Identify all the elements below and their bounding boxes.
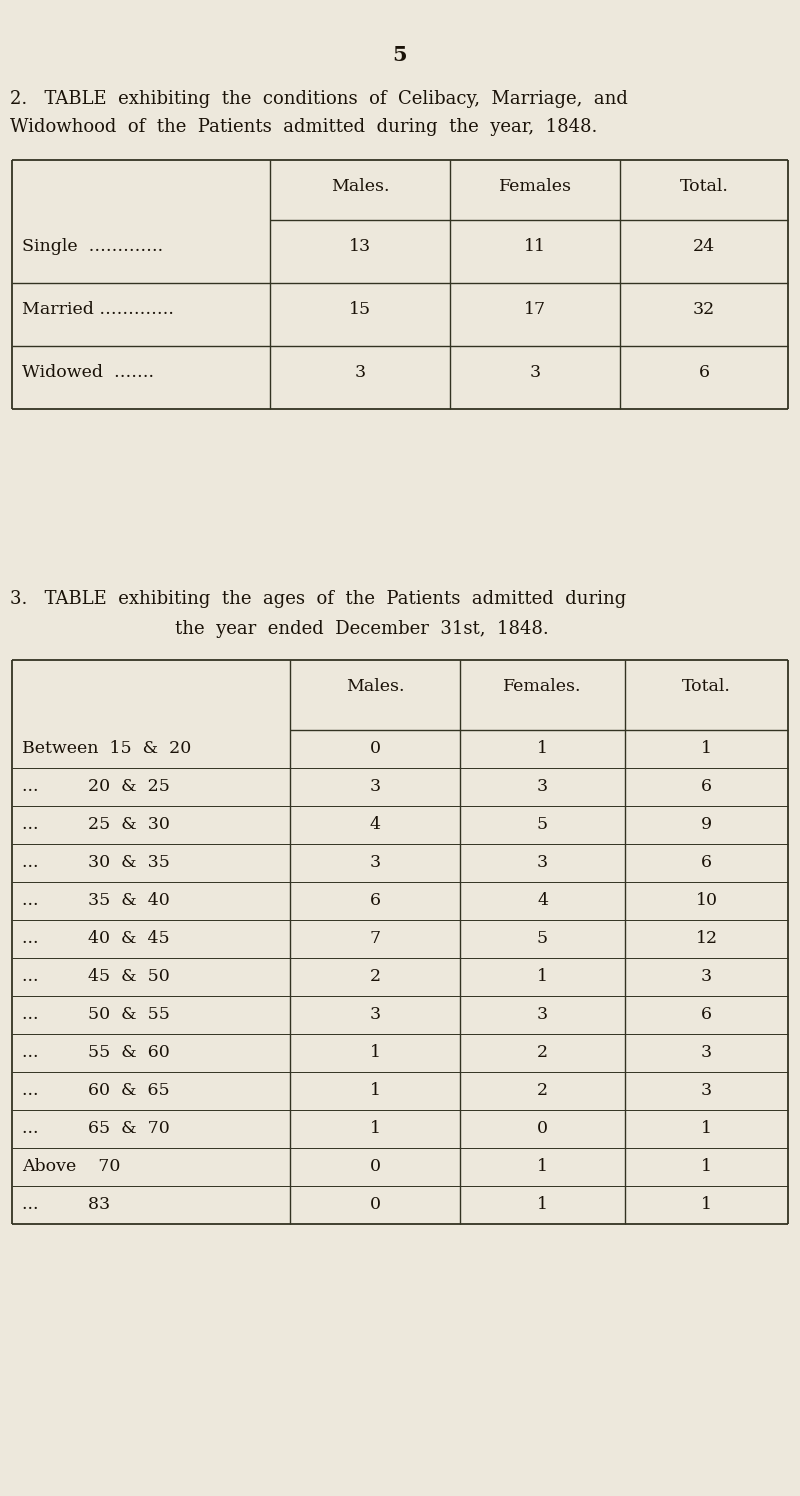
Text: 1: 1	[370, 1044, 381, 1061]
Text: 1: 1	[537, 1158, 548, 1174]
Text: 1: 1	[370, 1082, 381, 1100]
Text: 1: 1	[701, 1158, 712, 1174]
Text: 1: 1	[701, 1121, 712, 1137]
Text: ...         30  &  35: ... 30 & 35	[22, 854, 170, 871]
Text: 3: 3	[701, 968, 712, 984]
Text: ...         83: ... 83	[22, 1195, 110, 1213]
Text: 9: 9	[701, 815, 712, 833]
Text: 24: 24	[693, 238, 715, 254]
Text: 1: 1	[537, 968, 548, 984]
Text: 3: 3	[530, 364, 541, 381]
Text: ...         55  &  60: ... 55 & 60	[22, 1044, 170, 1061]
Text: 6: 6	[701, 778, 712, 794]
Text: 1: 1	[370, 1121, 381, 1137]
Text: Total.: Total.	[682, 678, 731, 696]
Text: ...         65  &  70: ... 65 & 70	[22, 1121, 170, 1137]
Text: Widowed  …….: Widowed …….	[22, 364, 154, 381]
Text: 3.   TABLE  exhibiting  the  ages  of  the  Patients  admitted  during: 3. TABLE exhibiting the ages of the Pati…	[10, 589, 626, 607]
Text: 15: 15	[349, 301, 371, 319]
Text: 3: 3	[537, 778, 548, 794]
Text: 11: 11	[524, 238, 546, 254]
Text: ...         50  &  55: ... 50 & 55	[22, 1005, 170, 1023]
Text: 3: 3	[354, 364, 366, 381]
Text: 0: 0	[370, 1158, 381, 1174]
Text: 13: 13	[349, 238, 371, 254]
Text: ...         60  &  65: ... 60 & 65	[22, 1082, 170, 1100]
Text: 10: 10	[695, 892, 718, 910]
Text: 0: 0	[370, 1195, 381, 1213]
Text: 2: 2	[370, 968, 381, 984]
Text: 3: 3	[537, 1005, 548, 1023]
Text: 6: 6	[698, 364, 710, 381]
Text: Females: Females	[498, 178, 571, 194]
Text: 6: 6	[370, 892, 381, 910]
Text: 1: 1	[701, 1195, 712, 1213]
Text: 6: 6	[701, 854, 712, 871]
Text: 5: 5	[537, 931, 548, 947]
Text: 3: 3	[537, 854, 548, 871]
Text: Males.: Males.	[330, 178, 390, 194]
Text: 2.   TABLE  exhibiting  the  conditions  of  Celibacy,  Marriage,  and: 2. TABLE exhibiting the conditions of Ce…	[10, 90, 628, 108]
Text: Above    70: Above 70	[22, 1158, 120, 1174]
Text: 3: 3	[701, 1082, 712, 1100]
Text: ...         25  &  30: ... 25 & 30	[22, 815, 170, 833]
Text: 4: 4	[537, 892, 548, 910]
Text: 1: 1	[537, 1195, 548, 1213]
Text: Females.: Females.	[503, 678, 582, 696]
Text: 3: 3	[370, 1005, 381, 1023]
Text: 17: 17	[524, 301, 546, 319]
Text: 0: 0	[370, 741, 381, 757]
Text: ...         20  &  25: ... 20 & 25	[22, 778, 170, 794]
Text: 3: 3	[701, 1044, 712, 1061]
Text: 3: 3	[370, 854, 381, 871]
Text: 0: 0	[537, 1121, 548, 1137]
Text: 5: 5	[537, 815, 548, 833]
Text: 32: 32	[693, 301, 715, 319]
Text: Widowhood  of  the  Patients  admitted  during  the  year,  1848.: Widowhood of the Patients admitted durin…	[10, 118, 598, 136]
Text: 2: 2	[537, 1082, 548, 1100]
Text: ...         40  &  45: ... 40 & 45	[22, 931, 170, 947]
Text: the  year  ended  December  31st,  1848.: the year ended December 31st, 1848.	[175, 619, 549, 637]
Text: Between  15  &  20: Between 15 & 20	[22, 741, 191, 757]
Text: 12: 12	[695, 931, 718, 947]
Text: 1: 1	[701, 741, 712, 757]
Text: Total.: Total.	[679, 178, 729, 194]
Text: Single  ………….: Single ………….	[22, 238, 163, 254]
Text: 7: 7	[370, 931, 381, 947]
Text: 6: 6	[701, 1005, 712, 1023]
Text: 4: 4	[370, 815, 381, 833]
Text: Married ………….: Married ………….	[22, 301, 174, 319]
Text: ...         45  &  50: ... 45 & 50	[22, 968, 170, 984]
Text: 3: 3	[370, 778, 381, 794]
Text: ...         35  &  40: ... 35 & 40	[22, 892, 170, 910]
Text: Males.: Males.	[346, 678, 404, 696]
Text: 1: 1	[537, 741, 548, 757]
Text: 5: 5	[393, 45, 407, 64]
Text: 2: 2	[537, 1044, 548, 1061]
